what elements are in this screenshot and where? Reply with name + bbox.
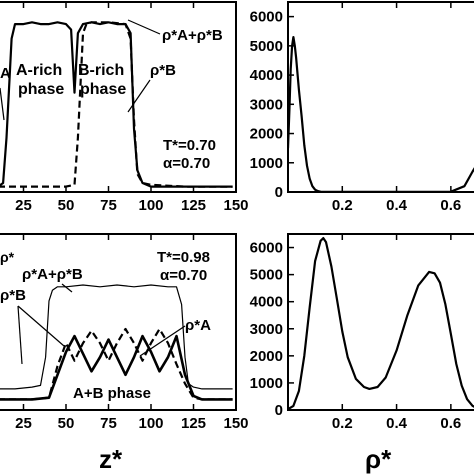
x-tick-label: 75 <box>100 415 117 432</box>
y-tick-label: 6000 <box>250 240 283 257</box>
x-tick-label: 0.6 <box>440 197 461 214</box>
x-tick-label: 0.4 <box>386 415 408 432</box>
series-line-0 <box>0 284 233 390</box>
annot-a-rich-2: phase <box>18 81 64 98</box>
arrow-a-edge-top <box>0 87 5 121</box>
x-axis-title-bottom-left: z* <box>99 444 123 474</box>
x-tick-label: 0.2 <box>332 197 353 214</box>
panel-bottom-right: 0.2 0.4 0.6 0 1000 2000 3000 4000 5000 6000 <box>250 233 474 432</box>
annot-b-rich-1: B-rich <box>78 62 124 79</box>
y-tick-label: 3000 <box>250 321 283 338</box>
x-tick-label: 100 <box>138 197 163 214</box>
arrow-rho-b-bottom-2 <box>17 305 23 365</box>
series-line-0 <box>288 237 474 410</box>
x-tick-label: 50 <box>58 415 75 432</box>
arrow-rho-b-bottom-1 <box>17 305 65 347</box>
annot-edge-label-top: A <box>0 65 11 82</box>
annot-edge-label-bottom: ρ* <box>0 249 15 265</box>
x-tick-label: 50 <box>58 197 75 214</box>
y-tick-label: 4000 <box>250 67 283 84</box>
x-tick-label: 150 <box>223 415 248 432</box>
arrow-rho-b-top <box>127 79 151 113</box>
plot-frame <box>0 233 237 411</box>
series-line-0 <box>0 21 233 188</box>
x-tick-label: 0.4 <box>386 197 408 214</box>
x-tick-label: 100 <box>138 415 163 432</box>
x-tick-label: 0.6 <box>440 415 461 432</box>
annot-rho-a-bottom: ρ*A <box>185 317 211 334</box>
y-tick-label: 6000 <box>250 9 283 26</box>
panel-top-left: 25 50 75 100 125 150 <box>0 1 249 214</box>
series-line-1 <box>0 21 233 188</box>
series-line-0 <box>288 35 474 192</box>
annot-alpha-top: α=0.70 <box>163 155 210 172</box>
annot-b-rich-2: phase <box>80 81 126 98</box>
annot-rho-b-bottom: ρ*B <box>0 287 26 304</box>
annotation-arrows <box>0 19 186 365</box>
annot-rho-total-bottom: ρ*A+ρ*B <box>22 266 83 283</box>
panel-top-right: 0.2 0.4 0.6 0 1000 2000 3000 4000 5000 6000 <box>250 1 474 214</box>
annot-rho-total-top: ρ*A+ρ*B <box>162 27 223 44</box>
x-axis-title-bottom-right: ρ* <box>365 444 392 474</box>
annot-a-rich-1: A-rich <box>16 62 62 79</box>
arrow-rho-a-bottom <box>139 325 186 357</box>
series-line-1 <box>0 334 233 401</box>
y-tick-label: 2000 <box>250 126 283 143</box>
arrow-rho-total-top <box>127 19 161 35</box>
y-tick-label: 3000 <box>250 96 283 113</box>
annot-alpha-bottom: α=0.70 <box>160 267 207 284</box>
series-line-2 <box>0 327 233 401</box>
x-tick-label: 75 <box>100 197 117 214</box>
panel-bottom-left: 25 50 75 100 125 150 <box>0 233 249 432</box>
annot-temperature-top: T*=0.70 <box>163 137 216 154</box>
y-tick-label: 4000 <box>250 294 283 311</box>
annot-phase-bottom: A+B phase <box>73 385 151 402</box>
plot-frame <box>287 233 474 411</box>
x-tick-label: 125 <box>181 197 206 214</box>
arrow-rho-total-bottom <box>61 283 73 293</box>
x-tick-label: 25 <box>15 415 32 432</box>
x-tick-label: 125 <box>181 415 206 432</box>
y-tick-label: 1000 <box>250 155 283 172</box>
annot-rho-b-top: ρ*B <box>150 62 176 79</box>
plot-frame <box>287 1 474 193</box>
plot-frame <box>0 1 237 193</box>
y-tick-label: 1000 <box>250 375 283 392</box>
y-tick-label: 5000 <box>250 38 283 55</box>
y-tick-label: 0 <box>275 184 283 201</box>
x-tick-label: 150 <box>223 197 248 214</box>
x-tick-label: 0.2 <box>332 415 353 432</box>
y-tick-label: 0 <box>275 402 283 419</box>
y-tick-label: 2000 <box>250 348 283 365</box>
y-tick-label: 5000 <box>250 267 283 284</box>
annot-temperature-bottom: T*=0.98 <box>157 249 210 266</box>
x-tick-label: 25 <box>15 197 32 214</box>
